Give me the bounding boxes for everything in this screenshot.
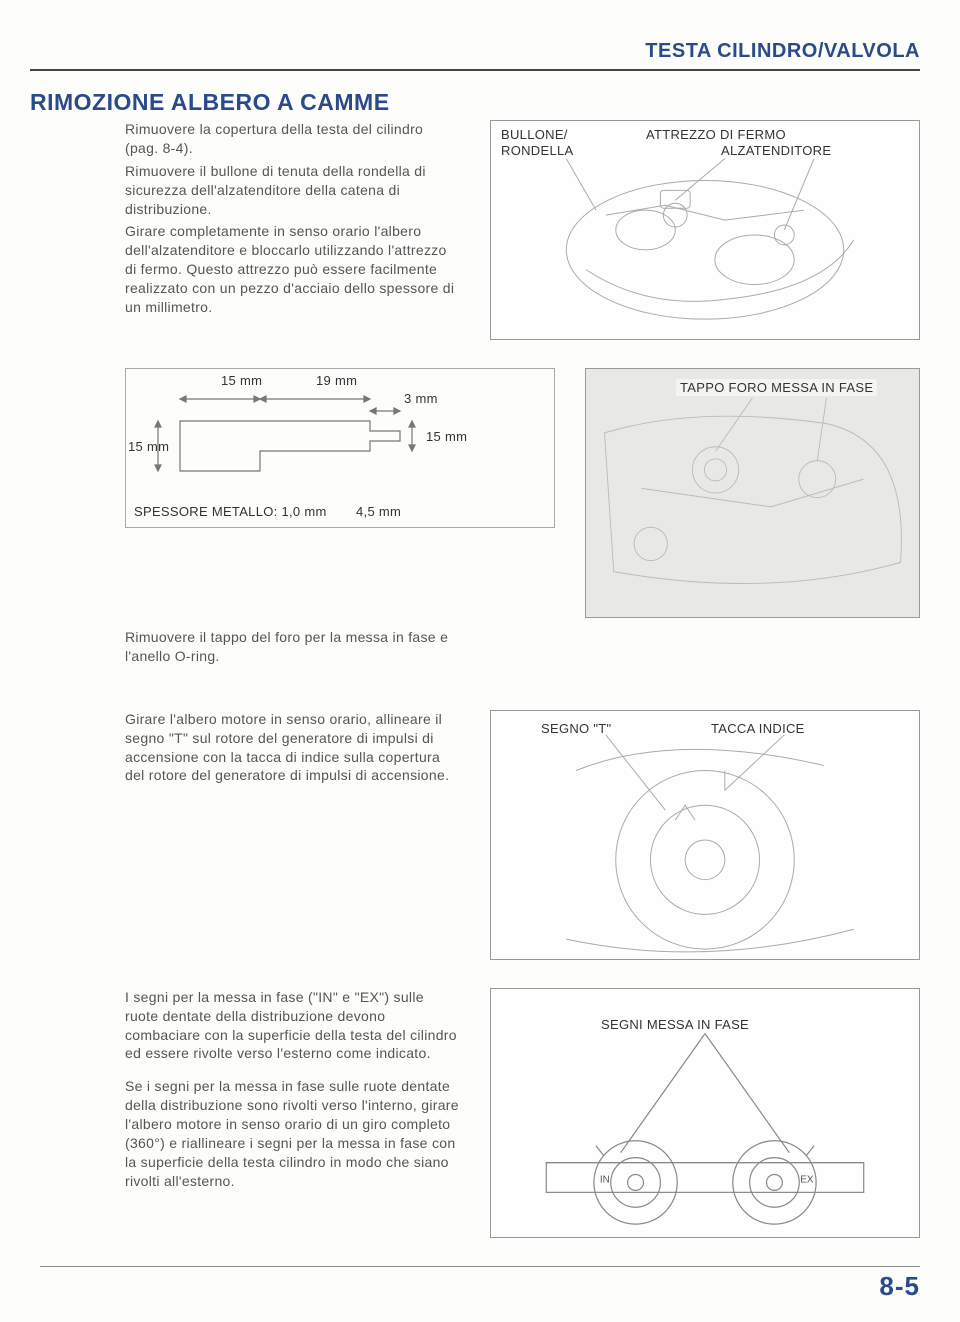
- figure-1: BULLONE/ RONDELLA ATTREZZO DI FERMO ALZA…: [490, 120, 920, 340]
- paragraph: Girare l'albero motore in senso orario, …: [125, 710, 460, 786]
- figure-3: SEGNO "T" TACCA INDICE: [490, 710, 920, 960]
- fig2-label-cap: TAPPO FORO MESSA IN FASE: [676, 379, 877, 396]
- paragraph: Rimuovere il bullone di tenuta della ron…: [125, 162, 460, 219]
- paragraph: I segni per la messa in fase ("IN" e "EX…: [125, 988, 460, 1064]
- figure-4: SEGNI MESSA IN FASE IN EX: [490, 988, 920, 1238]
- tool-dim-19: 19 mm: [316, 373, 357, 388]
- paragraph: Girare completamente in senso orario l'a…: [125, 222, 460, 316]
- paragraph: Rimuovere il tappo del foro per la messa…: [125, 628, 460, 666]
- fig1-label-bolt: BULLONE/: [501, 127, 568, 142]
- fig4-label-timing: SEGNI MESSA IN FASE: [601, 1017, 749, 1032]
- text-block-3: Girare l'albero motore in senso orario, …: [30, 710, 460, 960]
- tool-dim-15a: 15 mm: [221, 373, 262, 388]
- tool-dim-15c: 15 mm: [426, 429, 467, 444]
- fig4-mark-ex: EX: [800, 1174, 814, 1185]
- header-rule: [30, 69, 920, 71]
- fig2-drawing: [586, 369, 919, 617]
- fig1-label-tool: ATTREZZO DI FERMO: [646, 127, 786, 142]
- tool-diagram: 15 mm 19 mm 3 mm 15 mm 15 mm SPESSORE ME…: [125, 368, 555, 528]
- paragraph: Rimuovere la copertura della testa del c…: [125, 120, 460, 158]
- tool-thickness: SPESSORE METALLO: 1,0 mm: [134, 504, 327, 519]
- text-block-2: Rimuovere il tappo del foro per la messa…: [30, 628, 460, 670]
- fig4-mark-in: IN: [600, 1174, 610, 1185]
- text-block-1: Rimuovere la copertura della testa del c…: [30, 120, 460, 321]
- paragraph: Se i segni per la messa in fase sulle ru…: [125, 1077, 460, 1190]
- fig3-label-index: TACCA INDICE: [711, 721, 805, 736]
- fig3-label-t: SEGNO "T": [541, 721, 611, 736]
- fig1-label-lifter: ALZATENDITORE: [721, 143, 831, 158]
- figure-2: TAPPO FORO MESSA IN FASE: [585, 368, 920, 618]
- fig1-label-washer: RONDELLA: [501, 143, 573, 158]
- page-header-title: TESTA CILINDRO/VALVOLA: [30, 40, 920, 63]
- text-block-4: I segni per la messa in fase ("IN" e "EX…: [30, 988, 460, 1238]
- fig3-drawing: [491, 711, 919, 959]
- tool-dim-15b: 15 mm: [128, 439, 169, 454]
- section-title: RIMOZIONE ALBERO A CAMME: [30, 89, 920, 116]
- tool-dim-3: 3 mm: [404, 391, 438, 406]
- tool-dim-45: 4,5 mm: [356, 504, 401, 519]
- page-number: 8-5: [879, 1271, 920, 1302]
- footer-rule: [40, 1266, 920, 1267]
